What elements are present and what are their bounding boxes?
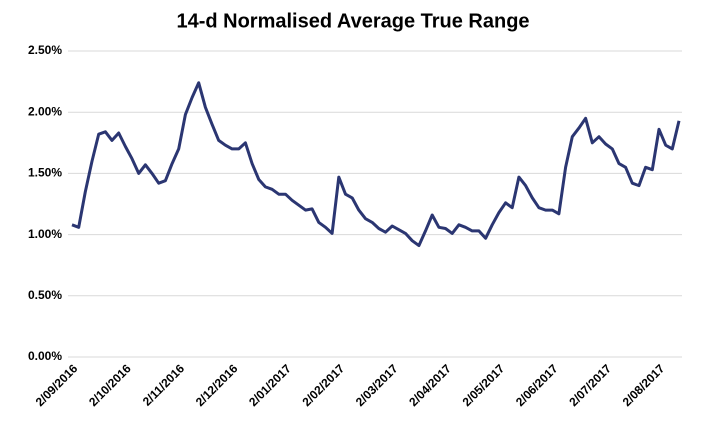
x-tick-label: 2/02/2017 [300, 361, 348, 409]
x-tick-label: 2/04/2017 [406, 361, 454, 409]
x-tick-label: 2/03/2017 [353, 361, 401, 409]
x-tick-label: 2/08/2017 [620, 361, 668, 409]
y-tick-label: 1.00% [28, 227, 62, 241]
x-tick-label: 2/01/2017 [246, 361, 294, 409]
y-tick-label: 0.00% [28, 349, 62, 363]
x-tick-label: 2/09/2016 [33, 361, 81, 409]
y-tick-label: 0.50% [28, 288, 62, 302]
y-tick-label: 1.50% [28, 166, 62, 180]
series-line [71, 81, 681, 248]
y-tick-label: 2.50% [28, 43, 62, 57]
x-tick-label: 2/05/2017 [460, 361, 508, 409]
chart-title: 14-d Normalised Average True Range [176, 10, 529, 32]
x-tick-label: 2/12/2016 [193, 361, 241, 409]
x-tick-label: 2/10/2016 [86, 361, 134, 409]
x-tick-label: 2/06/2017 [513, 361, 561, 409]
x-tick-label: 2/11/2016 [140, 361, 187, 408]
y-tick-label: 2.00% [28, 104, 62, 118]
x-tick-label: 2/07/2017 [566, 361, 614, 409]
